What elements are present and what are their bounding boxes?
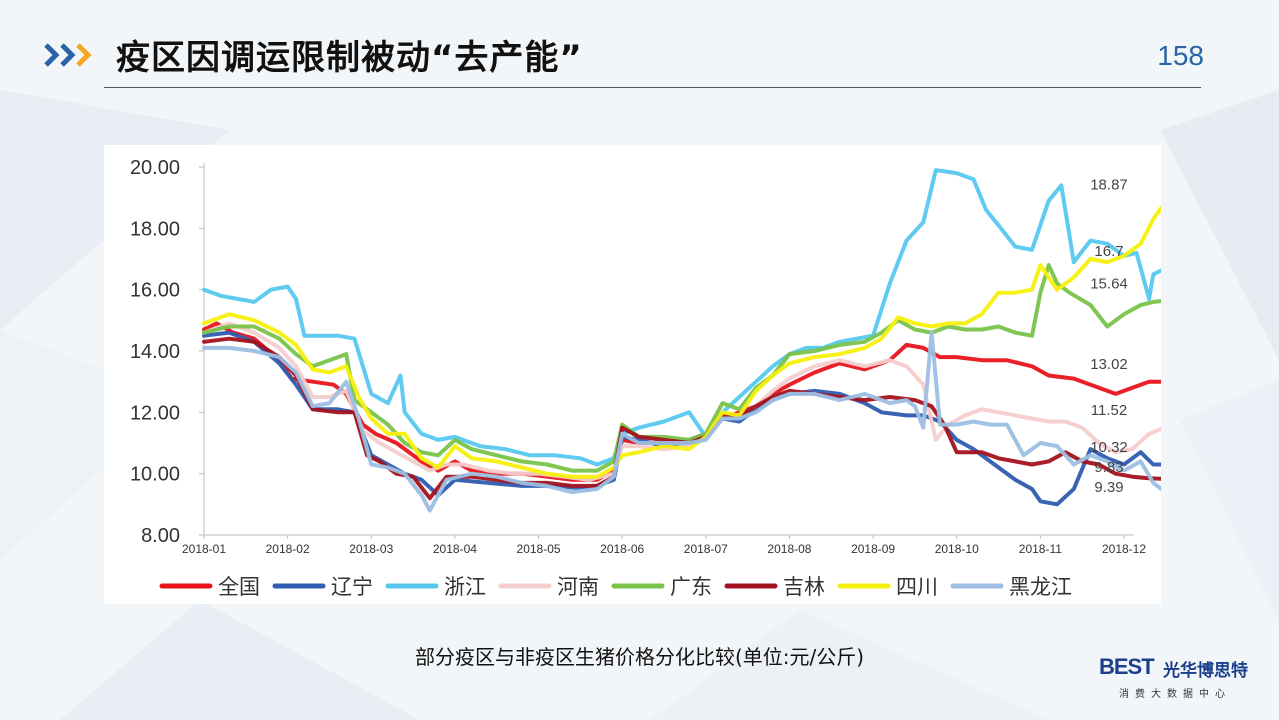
chart-caption: 部分疫区与非疫区生猪价格分化比较(单位:元/公斤) (414, 645, 865, 669)
y-tick-label: 16.00 (130, 280, 180, 302)
series-line (202, 330, 1161, 513)
logo-name: 光华博思特 (1163, 661, 1248, 681)
x-tick-label: 2018-12 (1102, 542, 1146, 556)
page-number: 158 (1157, 40, 1204, 71)
legend-label: 吉林 (783, 575, 825, 599)
y-tick-label: 12.00 (130, 402, 180, 424)
x-tick-label: 2018-08 (767, 542, 811, 556)
x-tick-label: 2018-02 (266, 542, 310, 556)
legend-label: 黑龙江 (1009, 575, 1072, 599)
slide-header: 疫区因调运限制被动“去产能” 158 (0, 0, 1279, 90)
end-value-label: 9.39 (1094, 479, 1123, 496)
y-tick-label: 20.00 (130, 157, 180, 179)
slide-title: 疫区因调运限制被动“去产能” (116, 38, 583, 78)
line-chart: 20.0018.0016.0014.0012.0010.008.002018-0… (130, 157, 1161, 599)
y-tick-label: 10.00 (130, 464, 180, 486)
end-value-label: 11.52 (1091, 402, 1127, 419)
chevron-right-icon (44, 43, 92, 67)
end-value-label: 13.02 (1090, 356, 1128, 373)
legend-label: 广东 (670, 575, 712, 599)
series-line (202, 204, 1161, 479)
series-line (202, 321, 1161, 482)
logo-subtitle: 消费大数据中心 (1119, 689, 1231, 700)
x-tick-label: 2018-07 (684, 542, 728, 556)
end-value-label: 9.83 (1094, 459, 1123, 476)
chart-container: 20.00 18.00 16.00 14.00 12.00 10.00 8.00 2018-0… (104, 145, 1161, 604)
end-value-label: 16.7 (1094, 243, 1123, 260)
logo-mark: BEST (1099, 654, 1155, 679)
legend-label: 四川 (896, 575, 938, 599)
x-tick-label: 2018-03 (349, 542, 393, 556)
series-line (202, 168, 1161, 467)
legend-label: 浙江 (444, 575, 486, 599)
end-value-label: 10.32 (1090, 439, 1128, 456)
x-tick-label: 2018-11 (1019, 542, 1062, 556)
title-divider (104, 87, 1201, 88)
end-value-label: 15.64 (1090, 276, 1128, 293)
x-tick-label: 2018-09 (851, 542, 895, 556)
series-line (202, 263, 1161, 473)
x-tick-label: 2018-10 (935, 542, 979, 556)
legend-label: 河南 (557, 575, 599, 599)
company-logo: BEST 光华博思特 消费大数据中心 (1099, 652, 1269, 702)
x-tick-label: 2018-04 (433, 542, 477, 556)
x-tick-label: 2018-05 (517, 542, 561, 556)
series-line (202, 321, 1161, 482)
x-tick-label: 2018-01 (182, 542, 226, 556)
legend-label: 辽宁 (331, 575, 373, 599)
end-value-label: 18.87 (1090, 177, 1128, 194)
x-tick-label: 2018-06 (600, 542, 644, 556)
y-tick-label: 14.00 (130, 341, 180, 363)
y-tick-label: 8.00 (141, 525, 180, 547)
y-tick-label: 18.00 (130, 218, 180, 240)
legend-label: 全国 (218, 575, 260, 599)
